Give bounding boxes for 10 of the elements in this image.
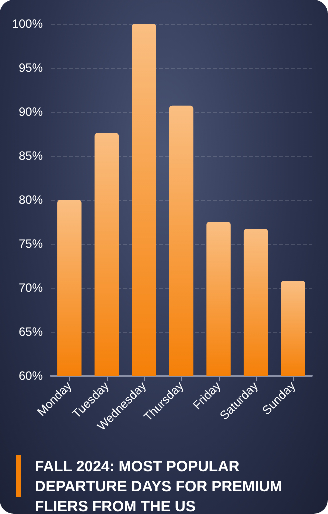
y-tick-label: 100% [12, 17, 44, 31]
y-tick-label: 60% [18, 369, 44, 383]
y-tick-label: 65% [18, 325, 44, 339]
y-tick-label: 90% [18, 105, 44, 119]
y-tick-label: 80% [18, 193, 44, 207]
y-tick-label: 85% [18, 149, 44, 163]
y-tick-label: 75% [18, 237, 44, 251]
y-tick-label: 95% [18, 61, 44, 75]
y-tick-label: 70% [18, 281, 44, 295]
text: FALL 2024: MOST POPULAR DEPARTURE DAYS FOR PREMIUM FLIERS FROM THE US [35, 458, 287, 514]
